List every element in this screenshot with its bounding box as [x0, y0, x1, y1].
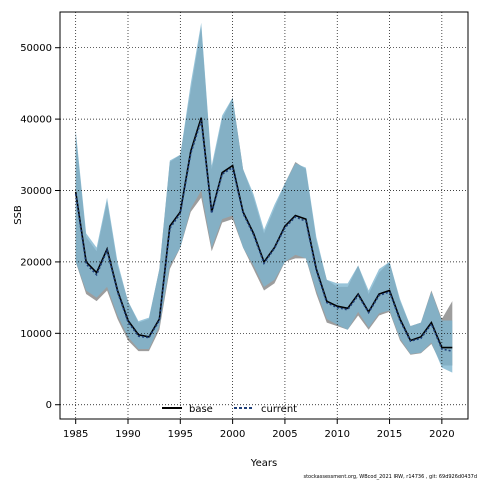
x-tick-label-1990: 1990 — [115, 429, 140, 440]
y-axis-ticks: 0 10000 20000 30000 40000 50000 — [20, 43, 60, 411]
y-axis-label: SSB — [13, 205, 24, 225]
x-axis-label: Years — [250, 458, 277, 469]
series-lines — [74, 117, 453, 352]
x-tick-label-2020: 2020 — [429, 429, 454, 440]
confidence-bands — [75, 22, 453, 373]
x-tick-label-1985: 1985 — [63, 429, 88, 440]
y-tick-label-50000: 50000 — [20, 43, 52, 54]
band-current — [75, 22, 453, 373]
y-tick-label-40000: 40000 — [20, 115, 52, 126]
x-axis-ticks: 1985 1990 1995 2000 2005 2010 2015 2020 — [63, 419, 455, 440]
line-current — [74, 120, 453, 352]
x-tick-label-2010: 2010 — [325, 429, 350, 440]
plot-frame — [59, 11, 469, 420]
y-tick-label-10000: 10000 — [20, 329, 52, 340]
legend-label-base: base — [189, 404, 213, 415]
credit-text: stockassessment.org, WBcod_2021 IRW, r14… — [303, 474, 477, 480]
x-tick-label-2000: 2000 — [220, 429, 245, 440]
legend-label-current: current — [261, 404, 297, 415]
y-tick-label-20000: 20000 — [20, 257, 52, 268]
legend: base current — [162, 404, 297, 415]
y-tick-label-30000: 30000 — [20, 186, 52, 197]
x-tick-label-2005: 2005 — [272, 429, 297, 440]
y-tick-label-0: 0 — [46, 400, 52, 411]
grid-lines — [60, 12, 468, 419]
line-base — [74, 117, 453, 349]
x-tick-label-2015: 2015 — [377, 429, 402, 440]
x-tick-label-1995: 1995 — [168, 429, 193, 440]
